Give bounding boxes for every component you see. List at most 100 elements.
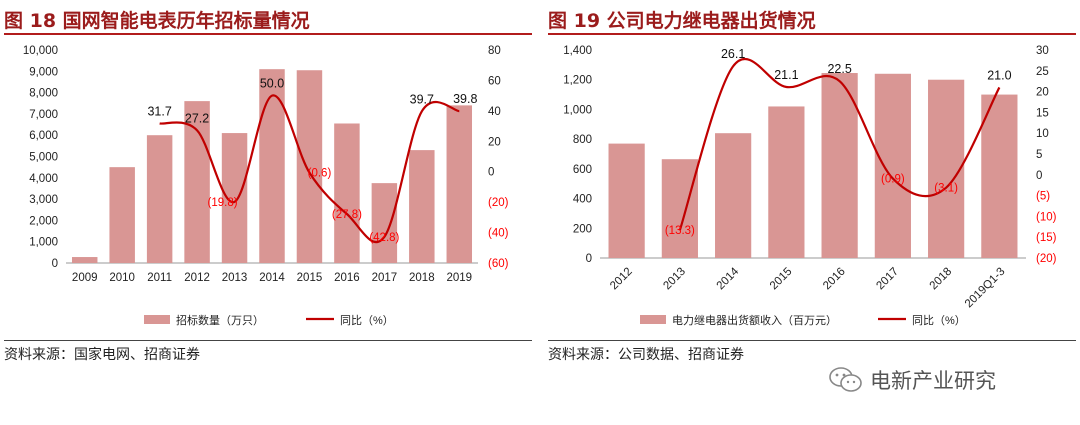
x-tick-label: 2016 (334, 272, 360, 284)
bar-2015 (296, 70, 323, 263)
legend-bar-swatch (640, 315, 666, 324)
y-left-tick-label: 7,000 (29, 109, 58, 121)
y-right-tick-label: 20 (488, 136, 501, 148)
figure-19-source: 资料来源：公司数据、招商证券 (548, 347, 744, 363)
data-label: (0.9) (881, 174, 905, 186)
y-right-tick-label: (10) (1036, 211, 1057, 223)
bar-2016 (334, 123, 360, 263)
wechat-icon (829, 367, 862, 392)
y-left-tick-label: 8,000 (29, 88, 58, 100)
x-tick-label: 2019Q1-3 (963, 266, 1008, 311)
legend-bar-label: 电力继电器出货额收入（百万元） (672, 313, 837, 327)
x-tick-label: 2011 (147, 272, 172, 284)
x-tick-label: 2018 (928, 266, 955, 293)
y-right-tick-label: (5) (1036, 191, 1050, 203)
y-right-tick-label: 30 (1036, 45, 1049, 57)
bar-2015 (768, 106, 805, 258)
figure-19-divider (548, 340, 1076, 341)
bar-2019Q1-3 (981, 94, 1018, 258)
figure-18-chart: 0 1,000 2,000 3,000 4,000 5,000 6,000 7,000 8,00… (23, 45, 509, 327)
data-label: (13.3) (665, 225, 695, 237)
data-label: (42.8) (369, 232, 399, 244)
y-left-tick-label: 10,000 (23, 45, 58, 57)
watermark: 电新产业研究 (828, 365, 996, 395)
bar-2018 (409, 150, 435, 263)
legend-bar-swatch (144, 315, 170, 324)
y-right-tick-label: 60 (488, 75, 501, 87)
figure-19-title: 图 19 公司电力继电器出货情况 (548, 10, 816, 32)
x-tick-label: 2016 (821, 266, 848, 293)
x-tick-label: 2017 (874, 266, 901, 293)
bar-2010 (109, 167, 135, 263)
x-tick-label: 2015 (297, 272, 323, 284)
x-tick-label: 2018 (409, 272, 435, 284)
y-left-tick-label: 1,200 (563, 75, 592, 87)
y-right-tick-label: 40 (488, 106, 501, 118)
data-label: 26.1 (721, 47, 745, 61)
y-right-tick-label: 15 (1036, 107, 1049, 119)
y-left-tick-label: 1,400 (563, 45, 592, 57)
y-right-tick-label: (15) (1036, 232, 1057, 244)
y-left-tick-label: 400 (573, 194, 592, 206)
figure-18-title-rule (4, 33, 532, 35)
y-left-tick-label: 2,000 (29, 215, 58, 227)
y-left-tick-label: 9,000 (29, 66, 58, 78)
x-tick-label: 2013 (661, 266, 688, 293)
bar-2017 (874, 73, 911, 258)
yoy-line (678, 57, 1001, 231)
figure-18-divider (4, 340, 532, 341)
data-label: 31.7 (147, 104, 171, 118)
legend-line-label: 同比（%） (340, 314, 394, 327)
x-tick-label: 2012 (608, 266, 635, 293)
y-left-tick-label: 600 (573, 164, 592, 176)
bar-2017 (371, 183, 398, 263)
y-right-tick-label: 25 (1036, 66, 1049, 78)
x-tick-label: 2014 (715, 265, 742, 292)
bar-2009 (71, 257, 98, 263)
bar-2016 (821, 73, 858, 259)
figure-19-panel: 图 19 公司电力继电器出货情况 0 200 400 600 800 1,000 1,200… (548, 0, 1076, 425)
y-right-tick-label: 5 (1036, 149, 1042, 161)
y-right-tick-label: (20) (1036, 253, 1057, 265)
y-left-tick-label: 3,000 (29, 194, 58, 206)
data-label: 27.2 (185, 111, 209, 125)
bar-2013 (661, 159, 698, 258)
x-tick-label: 2013 (222, 272, 248, 284)
bar-2012 (608, 143, 645, 258)
y-right-tick-label: 20 (1036, 87, 1049, 99)
figure-19-chart: 0 200 400 600 800 1,000 1,200 1,400 (20) (15) (10)… (563, 45, 1057, 327)
y-right-tick-label: 10 (1036, 128, 1049, 140)
y-right-tick-label: 0 (488, 167, 494, 179)
y-right-tick-label: 0 (1036, 170, 1042, 182)
y-left-tick-label: 6,000 (29, 130, 58, 142)
y-right-tick-label: (40) (488, 228, 509, 240)
data-label: 39.8 (453, 92, 477, 106)
figure-19-title-rule (548, 33, 1076, 35)
y-left-tick-label: 1,000 (563, 104, 592, 116)
data-label: 39.7 (410, 92, 434, 106)
figure-18-source: 资料来源：国家电网、招商证券 (4, 347, 200, 363)
data-label: (19.8) (208, 197, 238, 209)
data-label: 21.0 (987, 68, 1011, 82)
x-tick-label: 2014 (259, 272, 285, 284)
data-label: (27.8) (332, 209, 362, 221)
data-label: 22.5 (827, 62, 851, 76)
watermark-text: 电新产业研究 (870, 369, 996, 393)
x-tick-label: 2010 (109, 272, 135, 284)
data-label: (0.6) (308, 168, 332, 180)
y-right-tick-label: (20) (488, 197, 509, 209)
legend-bar-label: 招标数量（万只） (176, 313, 264, 327)
y-right-tick-label: 80 (488, 45, 501, 57)
bar-2014 (259, 69, 285, 263)
y-left-tick-label: 800 (573, 134, 592, 146)
figure-18-title: 图 18 国网智能电表历年招标量情况 (4, 10, 310, 32)
x-tick-label: 2019 (446, 272, 472, 284)
bar-2019 (446, 105, 473, 263)
y-left-tick-label: 200 (573, 223, 592, 235)
bar-2018 (928, 79, 965, 258)
data-label: 21.1 (774, 68, 798, 82)
y-left-tick-label: 0 (52, 258, 58, 270)
data-label: (3.1) (934, 183, 958, 195)
x-tick-label: 2017 (372, 272, 398, 284)
bar-2011 (146, 135, 173, 263)
